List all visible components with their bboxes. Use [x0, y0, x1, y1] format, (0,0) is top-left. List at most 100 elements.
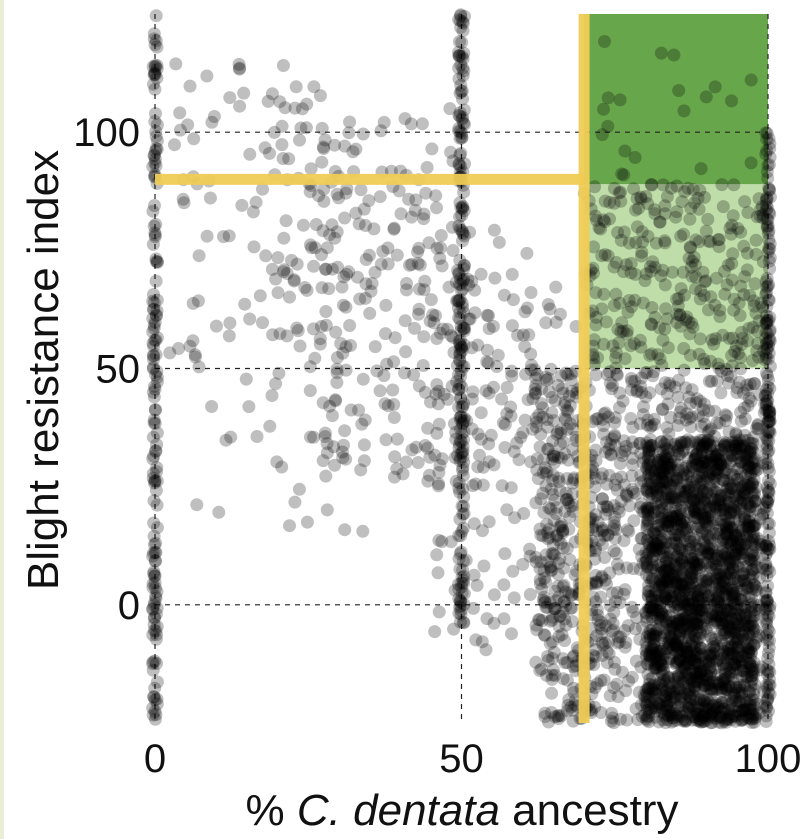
data-point-1341 — [670, 292, 684, 306]
data-point-1461 — [598, 636, 612, 650]
data-point-2018 — [608, 411, 622, 425]
data-point-1065 — [192, 360, 206, 374]
data-point-1530 — [657, 467, 671, 481]
data-point-1057 — [250, 430, 264, 443]
data-point-1351 — [617, 225, 631, 239]
data-point-1303 — [621, 305, 635, 319]
data-point-443 — [761, 226, 775, 240]
data-point-1826 — [751, 422, 765, 436]
data-point-185 — [453, 346, 467, 360]
data-point-2499 — [733, 686, 747, 700]
data-point-598 — [293, 339, 307, 353]
data-point-2406 — [733, 475, 747, 489]
left-edge-strip — [0, 0, 4, 839]
data-point-2858 — [660, 563, 673, 577]
data-point-2593 — [743, 610, 757, 624]
data-point-2436 — [663, 515, 677, 529]
data-point-2782 — [712, 567, 726, 581]
data-point-1405 — [721, 713, 735, 726]
data-point-1532 — [746, 430, 760, 444]
data-point-2777 — [663, 461, 677, 475]
data-point-694 — [412, 307, 425, 321]
data-point-4059 — [669, 561, 683, 575]
data-point-2567 — [743, 436, 757, 450]
data-point-1203 — [713, 303, 727, 317]
data-point-2027 — [646, 642, 660, 656]
data-point-2898 — [648, 629, 662, 643]
data-point-1804 — [693, 670, 707, 684]
data-point-2586 — [675, 596, 689, 610]
data-point-345 — [457, 598, 471, 611]
data-point-2043 — [586, 512, 600, 526]
data-point-1029 — [456, 521, 470, 535]
data-point-2425 — [658, 541, 672, 555]
data-point-2827 — [643, 650, 657, 663]
data-point-1492 — [558, 395, 572, 409]
data-point-299 — [454, 272, 467, 286]
data-point-12 — [150, 255, 164, 269]
data-point-2250 — [640, 657, 654, 671]
data-point-1768 — [698, 417, 712, 431]
data-point-1971 — [552, 629, 566, 643]
data-point-1408 — [564, 373, 578, 387]
data-point-2454 — [743, 446, 757, 460]
data-point-1000 — [459, 553, 473, 567]
data-point-2467 — [683, 671, 697, 685]
data-point-2661 — [731, 436, 744, 450]
data-point-1278 — [669, 210, 683, 224]
data-point-216 — [452, 219, 466, 233]
data-point-1643 — [595, 492, 609, 506]
data-point-1788 — [620, 487, 634, 501]
data-point-2310 — [674, 517, 688, 531]
data-point-1465 — [754, 660, 768, 674]
data-point-271 — [454, 84, 468, 98]
data-point-193 — [455, 344, 469, 357]
data-point-1682 — [666, 615, 680, 629]
data-point-2810 — [729, 613, 743, 627]
data-point-4137 — [604, 448, 618, 462]
data-point-861 — [524, 363, 538, 377]
data-point-954 — [487, 588, 501, 602]
data-point-263 — [452, 158, 466, 172]
data-point-2711 — [692, 604, 706, 618]
data-point-397 — [760, 701, 773, 715]
data-point-2299 — [691, 670, 705, 684]
data-point-529 — [759, 539, 773, 553]
data-point-2684 — [659, 575, 673, 588]
data-point-2705 — [714, 613, 728, 627]
data-point-2392 — [644, 697, 658, 711]
data-point-1307 — [752, 192, 766, 206]
data-point-2017 — [759, 709, 773, 723]
data-point-1015 — [567, 473, 581, 487]
data-point-1088 — [630, 220, 644, 234]
data-point-2759 — [708, 485, 722, 498]
data-point-862 — [398, 366, 411, 380]
data-point-1322 — [691, 191, 705, 205]
data-point-50 — [147, 690, 161, 704]
data-point-211 — [455, 50, 469, 63]
data-point-1930 — [692, 675, 706, 689]
data-point-2276 — [545, 613, 559, 627]
data-point-2106 — [726, 555, 740, 569]
data-point-305 — [453, 600, 467, 614]
data-point-2288 — [645, 646, 659, 660]
data-point-1910 — [549, 507, 563, 521]
data-point-550 — [232, 57, 246, 71]
data-point-711 — [282, 152, 296, 166]
data-point-2267 — [532, 408, 546, 422]
data-point-1097 — [722, 331, 736, 345]
data-point-1722 — [634, 531, 648, 545]
data-point-2374 — [683, 691, 697, 705]
data-point-1342 — [725, 218, 739, 232]
data-point-2802 — [659, 702, 672, 716]
data-point-928 — [447, 622, 461, 636]
data-point-475 — [763, 477, 777, 491]
data-point-2259 — [687, 503, 701, 517]
data-point-422 — [761, 651, 775, 665]
data-point-445 — [760, 546, 773, 560]
data-point-248 — [456, 305, 470, 319]
data-point-508 — [762, 485, 776, 499]
data-point-72 — [146, 581, 160, 595]
data-point-362 — [759, 548, 773, 562]
data-point-650 — [446, 154, 460, 168]
